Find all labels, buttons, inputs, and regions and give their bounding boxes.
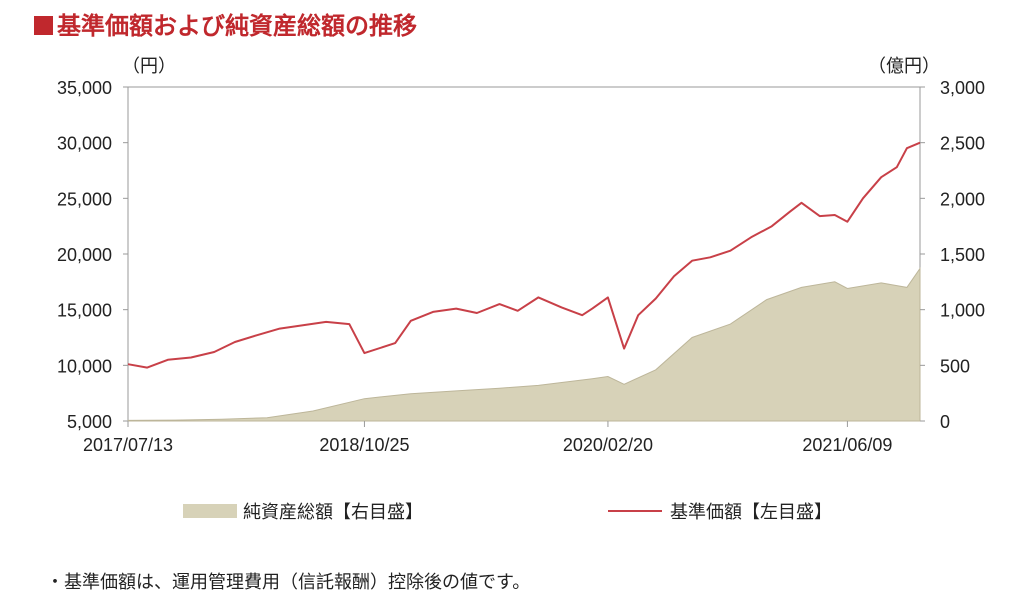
- footnote: ・基準価額は、運用管理費用（信託報酬）控除後の値です。: [46, 572, 531, 593]
- chart-title-text: 基準価額および純資産総額の推移: [57, 12, 417, 40]
- right-tick-label: 2,000: [940, 189, 985, 209]
- left-tick-label: 20,000: [57, 245, 112, 265]
- legend-area-swatch: [183, 504, 237, 518]
- left-tick-label: 25,000: [57, 189, 112, 209]
- left-tick-label: 15,000: [57, 301, 112, 321]
- left-tick-label: 30,000: [57, 134, 112, 154]
- x-tick-label: 2021/06/09: [802, 435, 892, 455]
- x-tick-label: 2017/07/13: [83, 435, 173, 455]
- left-axis-unit: （円）: [122, 56, 176, 77]
- chart-title: 基準価額および純資産総額の推移: [34, 6, 417, 41]
- net-assets-area: [127, 266, 921, 422]
- x-tick-label: 2020/02/20: [563, 435, 653, 455]
- right-tick-label: 2,500: [940, 134, 985, 154]
- left-tick-label: 5,000: [67, 412, 112, 432]
- legend-item-net-assets: 純資産総額【右目盛】: [183, 498, 423, 524]
- legend-item-nav: 基準価額【左目盛】: [608, 498, 832, 524]
- right-tick-label: 500: [940, 356, 970, 376]
- legend-line-label: 基準価額【左目盛】: [670, 502, 832, 523]
- title-square-icon: [34, 16, 53, 35]
- right-tick-label: 3,000: [940, 78, 985, 98]
- right-tick-label: 0: [940, 412, 950, 432]
- legend-area-label: 純資産総額【右目盛】: [243, 502, 423, 523]
- nav-line: [127, 141, 921, 369]
- right-tick-label: 1,000: [940, 301, 985, 321]
- left-tick-label: 35,000: [57, 78, 112, 98]
- x-tick-label: 2018/10/25: [319, 435, 409, 455]
- right-tick-label: 1,500: [940, 245, 985, 265]
- left-tick-label: 10,000: [57, 356, 112, 376]
- legend-line-swatch: [608, 510, 662, 512]
- right-axis-unit: （億円）: [868, 56, 940, 77]
